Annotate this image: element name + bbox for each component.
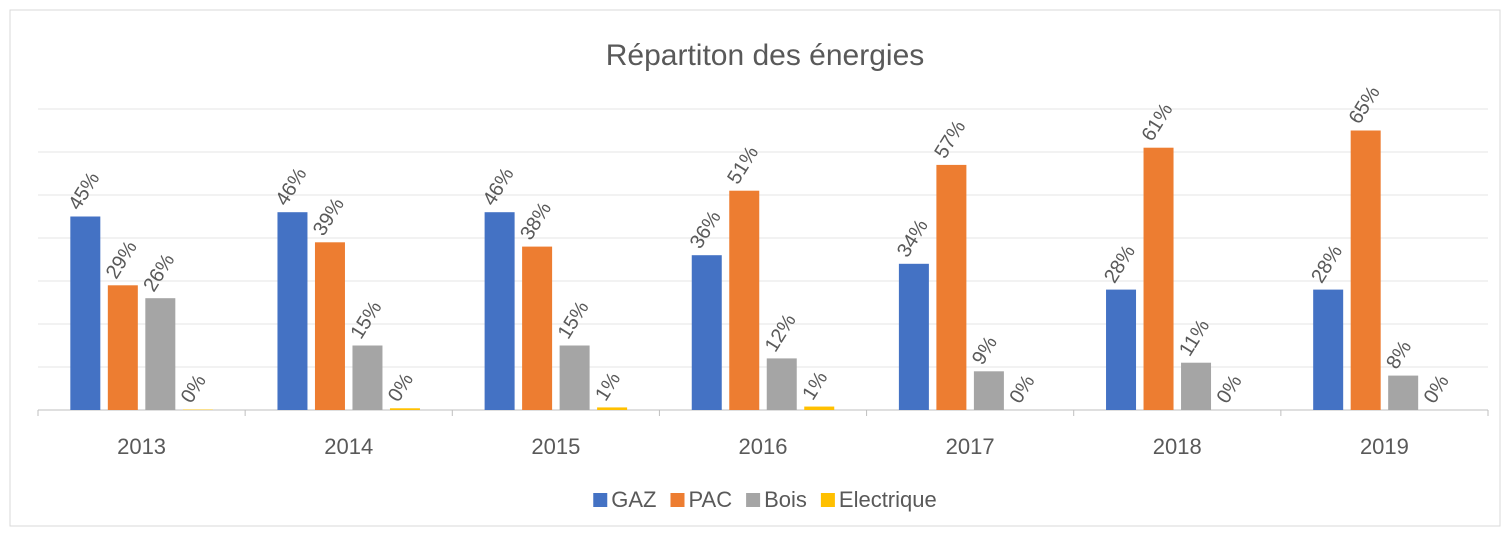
legend-swatch xyxy=(820,493,835,507)
bar xyxy=(352,345,383,410)
bar xyxy=(1313,289,1344,410)
bar xyxy=(597,407,628,410)
x-tick-label: 2015 xyxy=(531,434,580,459)
bar xyxy=(522,246,553,410)
chart-title: Répartiton des énergies xyxy=(606,39,925,72)
bar xyxy=(277,212,308,410)
bar xyxy=(1350,130,1381,410)
bar xyxy=(691,255,722,410)
legend-swatch xyxy=(746,493,761,507)
bar xyxy=(389,408,420,410)
bar xyxy=(484,212,515,410)
x-tick-label: 2017 xyxy=(946,434,995,459)
x-tick-label: 2014 xyxy=(324,434,373,459)
bar xyxy=(936,164,967,410)
bar xyxy=(1181,362,1212,410)
legend-label: GAZ xyxy=(611,487,656,512)
bar xyxy=(1388,375,1419,410)
bar xyxy=(973,371,1004,410)
bar xyxy=(70,216,101,410)
x-tick-label: 2019 xyxy=(1360,434,1409,459)
legend-label: Bois xyxy=(764,487,807,512)
legend-label: PAC xyxy=(688,487,732,512)
bar xyxy=(1106,289,1137,410)
bar xyxy=(729,190,760,410)
bar xyxy=(898,263,929,410)
x-tick-label: 2016 xyxy=(739,434,788,459)
bar xyxy=(314,242,345,410)
bar xyxy=(804,406,835,410)
x-tick-label: 2018 xyxy=(1153,434,1202,459)
legend-swatch xyxy=(670,493,685,507)
bar xyxy=(1143,147,1174,410)
bar xyxy=(145,298,176,410)
legend-label: Electrique xyxy=(839,487,937,512)
bar xyxy=(559,345,590,410)
bar xyxy=(766,358,797,410)
legend-swatch xyxy=(593,493,608,507)
x-tick-label: 2013 xyxy=(117,434,166,459)
bar xyxy=(107,285,138,410)
